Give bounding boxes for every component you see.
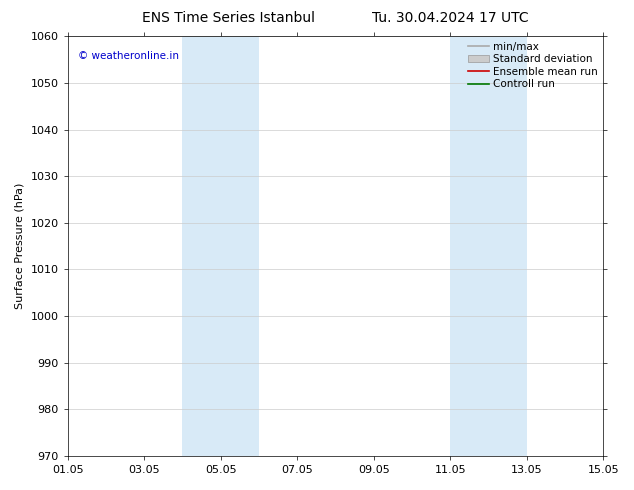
- Bar: [183, 36, 259, 456]
- Y-axis label: Surface Pressure (hPa): Surface Pressure (hPa): [15, 183, 25, 309]
- Text: © weatheronline.in: © weatheronline.in: [79, 51, 179, 61]
- Legend: min/max, Standard deviation, Ensemble mean run, Controll run: min/max, Standard deviation, Ensemble me…: [465, 38, 601, 93]
- Bar: [450, 36, 527, 456]
- Text: ENS Time Series Istanbul: ENS Time Series Istanbul: [142, 11, 314, 25]
- Text: Tu. 30.04.2024 17 UTC: Tu. 30.04.2024 17 UTC: [372, 11, 529, 25]
